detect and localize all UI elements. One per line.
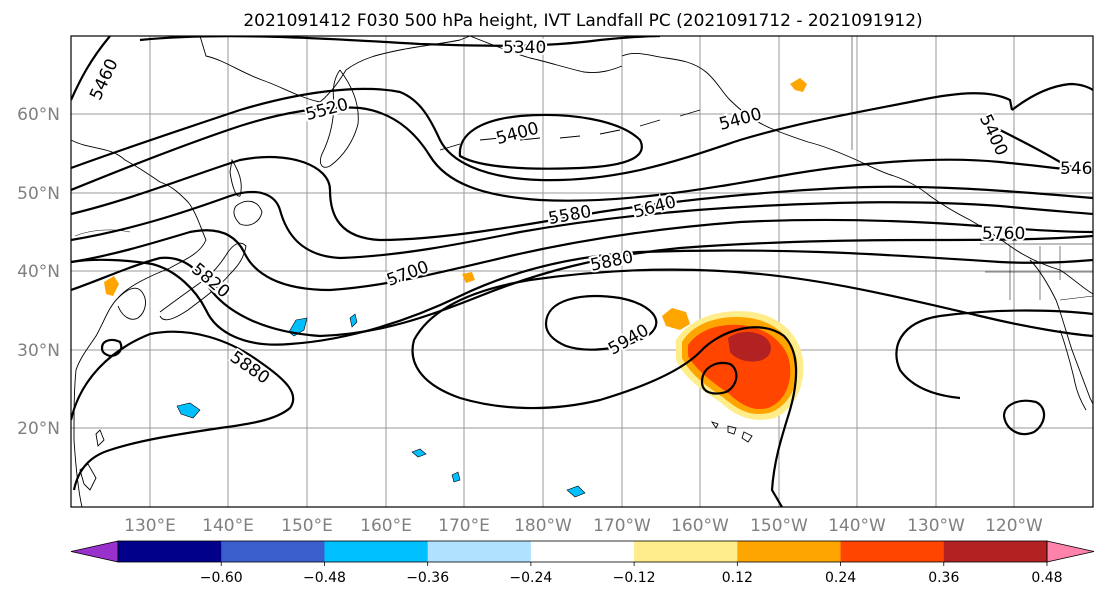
ivt-neg-patch-5: [411, 448, 427, 458]
colorbar-extend-high: [1046, 540, 1095, 563]
contour-5460-nw: [71, 36, 111, 101]
contour-5640: [71, 190, 1093, 260]
coast-aleutians: [439, 109, 701, 151]
colorbar-segment: [943, 541, 1048, 562]
contour-5400-wide: [71, 87, 1014, 182]
ivt-max-region: [728, 332, 771, 362]
ivt-neg-patch-2: [176, 402, 201, 419]
contour-label-5340: 5340: [503, 38, 546, 58]
ivt-neg-patch-4: [566, 485, 586, 498]
colorbar-tick-label: −0.24: [509, 570, 552, 586]
coast-japan-hokkaido: [233, 200, 263, 226]
contour-5400-low: [458, 113, 643, 170]
coast-baja: [1059, 329, 1087, 411]
colorbar-segment: [737, 541, 842, 562]
contour-5940: [544, 294, 658, 351]
contour-label-5760: 5760: [982, 224, 1025, 244]
lon-label-140e: 140°E: [202, 516, 254, 536]
political-borders: [74, 36, 1093, 301]
contour-5880-subtropical: [895, 309, 1093, 400]
colorbar-segment: [634, 541, 738, 562]
contour-5520: [71, 106, 1093, 202]
lon-label-170w: 170°W: [593, 516, 651, 536]
contour-5460-ne: [1011, 82, 1093, 111]
lon-label-120w: 120°W: [985, 516, 1043, 536]
map-area: 5340 5460 5520 5400 5400 5400 5460 5580 …: [71, 36, 1103, 507]
colorbar-tick-label: 0.24: [825, 570, 856, 586]
contour-5880-loop: [411, 326, 798, 507]
coast-kamchatka: [319, 69, 359, 168]
lon-label-150e: 150°E: [281, 516, 333, 536]
ivt-patch-alaska: [790, 78, 807, 92]
coast-hawaii: [710, 421, 753, 443]
lat-labels: 60°N 50°N 40°N 30°N 20°N: [17, 105, 60, 439]
contour-5580: [71, 155, 1093, 242]
colorbar: −0.60 −0.48 −0.36 −0.24 −0.12 0.12 0.24 0.36 0.4…: [70, 540, 1095, 586]
colorbar-tick-label: −0.12: [613, 570, 656, 586]
coastlines: [71, 36, 1093, 507]
colorbar-segment: [427, 541, 532, 562]
figure-title: 2021091412 F030 500 hPa height, IVT Land…: [243, 11, 922, 31]
ivt-patch-dateline: [462, 272, 475, 283]
contour-5700: [71, 218, 1093, 292]
map-frame: [70, 35, 1094, 508]
coast-sakhalin: [229, 158, 242, 197]
colorbar-tick-label: 0.12: [722, 570, 753, 586]
lon-label-140w: 140°W: [828, 516, 886, 536]
colorbar-tick-label: −0.60: [200, 570, 243, 586]
lat-label-50n: 50°N: [17, 184, 60, 204]
ivt-neg-patch-3: [349, 313, 358, 328]
coast-chukotka: [469, 36, 623, 73]
coast-korea: [117, 287, 146, 320]
lon-labels: 130°E 140°E 150°E 160°E 170°E 180°W 170°…: [124, 516, 1043, 536]
colorbar-tick-label: 0.36: [928, 570, 959, 586]
ivt-neg-patch-1: [288, 317, 308, 337]
lon-label-180w: 180°W: [514, 516, 572, 536]
coast-us-west: [1029, 259, 1093, 405]
colorbar-frame: [117, 540, 1048, 563]
lon-label-130w: 130°W: [907, 516, 965, 536]
contour-5880-west: [71, 330, 295, 491]
colorbar-segment: [324, 541, 429, 562]
coast-asia: [71, 36, 207, 507]
coast-siberia-north: [199, 36, 471, 103]
contour-5880-east: [413, 268, 1093, 341]
colorbar-tick-label: −0.36: [406, 570, 449, 586]
colorbar-segment: [118, 541, 222, 562]
lon-label-160w: 160°W: [671, 516, 729, 536]
ivt-patch-hawaii-n: [662, 308, 690, 330]
colorbar-segment: [530, 541, 635, 562]
contour-small-low-east: [1002, 399, 1046, 436]
lat-label-30n: 30°N: [17, 341, 60, 361]
contour-5760: [71, 234, 1093, 338]
lon-label-130e: 130°E: [124, 516, 176, 536]
colorbar-tick-label: 0.48: [1031, 570, 1062, 586]
colorbar-segment: [840, 541, 945, 562]
lat-label-40n: 40°N: [17, 262, 60, 282]
colorbar-segment: [221, 541, 325, 562]
colorbar-tick-label: −0.48: [303, 570, 346, 586]
ivt-patch-japan-sea: [104, 276, 119, 296]
contour-small-low-west: [100, 338, 123, 358]
height-contours: [71, 36, 1093, 507]
colorbar-extend-low: [70, 540, 119, 563]
lon-label-160e: 160°E: [360, 516, 412, 536]
contour-small-low-hawaii: [700, 361, 738, 395]
contour-5820: [71, 249, 1093, 346]
lon-label-170e: 170°E: [438, 516, 490, 536]
ivt-neg-patch-6: [451, 471, 461, 483]
lon-label-150w: 150°W: [750, 516, 808, 536]
contour-label-5460-e: 5460: [1060, 159, 1103, 179]
lat-label-60n: 60°N: [17, 105, 60, 125]
lat-label-20n: 20°N: [17, 419, 60, 439]
